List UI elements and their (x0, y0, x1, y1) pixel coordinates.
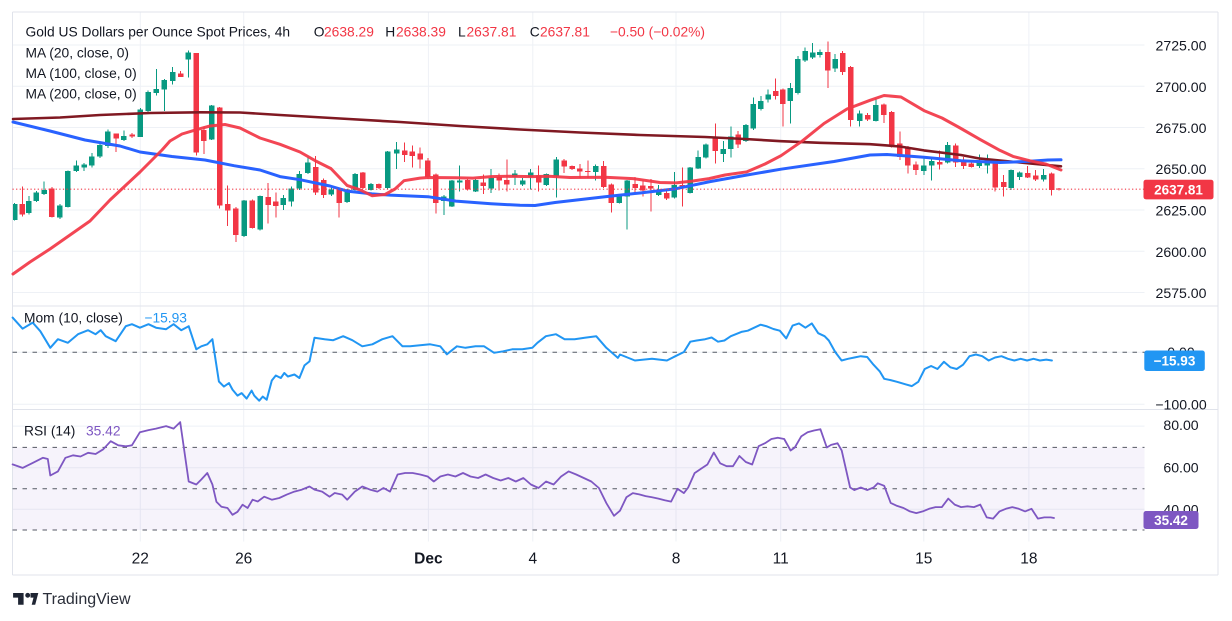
svg-text:15: 15 (915, 551, 932, 568)
svg-text:35.42: 35.42 (1154, 513, 1188, 528)
svg-text:2638.39: 2638.39 (396, 25, 446, 40)
svg-text:RSI (14): RSI (14) (24, 424, 75, 439)
svg-text:2575.00: 2575.00 (1156, 285, 1207, 301)
svg-text:−15.93: −15.93 (1154, 354, 1196, 369)
svg-text:8: 8 (672, 551, 681, 568)
svg-text:2625.00: 2625.00 (1156, 203, 1207, 219)
svg-text:2637.81: 2637.81 (1154, 183, 1203, 198)
svg-text:2637.81: 2637.81 (540, 25, 590, 40)
svg-text:2675.00: 2675.00 (1156, 120, 1207, 136)
svg-text:2725.00: 2725.00 (1156, 38, 1207, 54)
svg-text:2638.29: 2638.29 (324, 25, 374, 40)
svg-text:18: 18 (1020, 551, 1037, 568)
svg-text:2637.81: 2637.81 (467, 25, 517, 40)
svg-text:2600.00: 2600.00 (1156, 244, 1207, 260)
svg-text:MA (20, close, 0): MA (20, close, 0) (26, 46, 130, 61)
svg-text:−0.50 (−0.02%): −0.50 (−0.02%) (610, 25, 705, 40)
svg-text:2650.00: 2650.00 (1156, 161, 1207, 177)
svg-text:2700.00: 2700.00 (1156, 79, 1207, 95)
svg-text:L: L (458, 25, 466, 40)
svg-text:35.42: 35.42 (86, 424, 121, 439)
svg-text:Gold US Dollars per Ounce Spot: Gold US Dollars per Ounce Spot Prices, 4… (26, 25, 291, 40)
svg-text:TradingView: TradingView (43, 591, 131, 608)
svg-text:26: 26 (235, 551, 252, 568)
svg-text:22: 22 (132, 551, 149, 568)
svg-text:80.00: 80.00 (1163, 417, 1198, 433)
svg-text:MA (100, close, 0): MA (100, close, 0) (26, 66, 137, 81)
svg-text:4: 4 (528, 551, 537, 568)
svg-text:O: O (314, 25, 325, 40)
svg-text:−100.00: −100.00 (1155, 396, 1206, 412)
svg-text:Mom (10, close): Mom (10, close) (24, 311, 123, 326)
svg-text:H: H (385, 25, 395, 40)
svg-text:−15.93: −15.93 (144, 311, 187, 326)
svg-text:11: 11 (773, 551, 789, 568)
svg-text:60.00: 60.00 (1163, 460, 1198, 476)
svg-text:C: C (530, 25, 540, 40)
svg-text:MA (200, close, 0): MA (200, close, 0) (26, 87, 137, 102)
svg-text:Dec: Dec (414, 551, 443, 568)
